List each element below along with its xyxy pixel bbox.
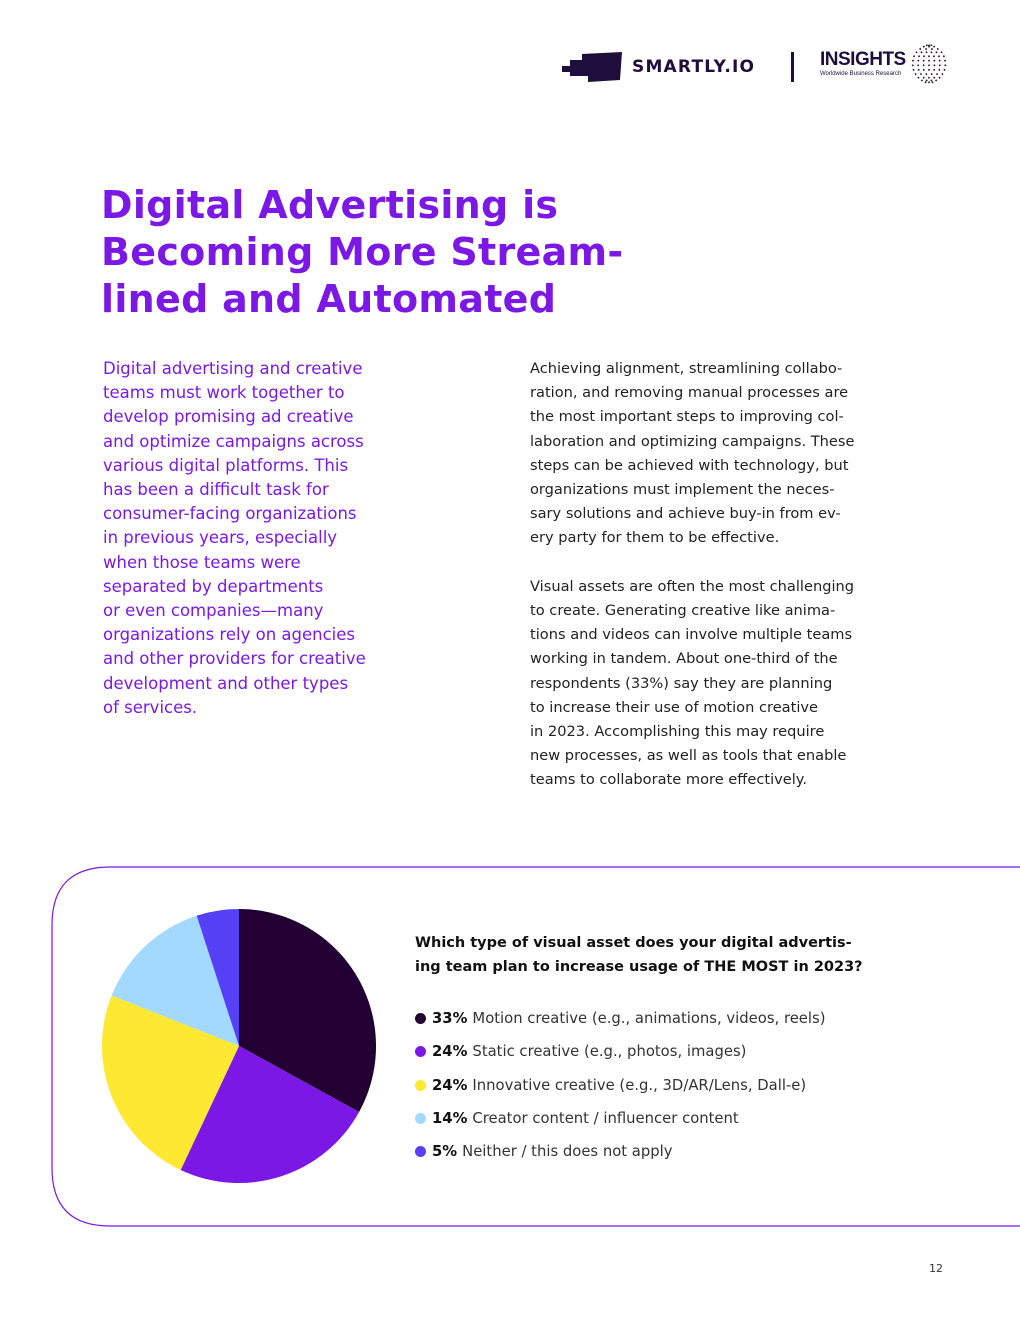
body-line: laboration and optimizing campaigns. The… <box>530 432 855 450</box>
lead-line: various digital platforms. This <box>103 455 349 475</box>
legend-label: Static creative (e.g., photos, images) <box>472 1043 747 1061</box>
legend-percent: 33% <box>432 1010 468 1028</box>
body-line: new processes, as well as tools that ena… <box>530 747 847 765</box>
chart-question-line: Which type of visual asset does your dig… <box>415 935 852 951</box>
insights-wordmark: INSIGHTS <box>820 49 906 70</box>
lead-paragraph: Digital advertising and creative teams m… <box>103 357 498 720</box>
legend-item-static: 24% Static creative (e.g., photos, image… <box>415 1035 975 1068</box>
pie-slice-motion <box>239 909 376 1113</box>
lead-line: Digital advertising and creative <box>103 359 363 378</box>
chart-question: Which type of visual asset does your dig… <box>415 931 935 979</box>
lead-line: separated by departments <box>103 576 324 596</box>
legend-swatch <box>415 1146 426 1158</box>
header-divider <box>791 52 794 82</box>
legend-label: Motion creative (e.g., animations, video… <box>472 1010 826 1028</box>
body-line: Visual assets are often the most challen… <box>530 577 855 595</box>
legend-label: Innovative creative (e.g., 3D/AR/Lens, D… <box>472 1076 807 1094</box>
pie-chart <box>101 909 376 1183</box>
body-line: steps can be achieved with technology, b… <box>530 456 849 474</box>
lead-line: organizations rely on agencies <box>103 625 355 645</box>
lead-line: of services. <box>103 697 198 717</box>
body-line: ration, and removing manual processes ar… <box>530 384 849 402</box>
chart-question-line: ing team plan to increase usage of THE M… <box>415 959 863 975</box>
pie-slice-static <box>180 1046 360 1183</box>
legend-swatch <box>415 1079 426 1091</box>
legend-item-neither: 5% Neither / this does not apply <box>415 1135 975 1168</box>
body-line: the most important steps to improving co… <box>530 408 844 426</box>
body-line: working in tandem. About one-third of th… <box>530 650 838 668</box>
lead-line: teams must work together to <box>103 383 345 403</box>
legend-percent: 24% <box>432 1076 468 1094</box>
lead-line: when those teams were <box>103 552 301 572</box>
body-line: in 2023. Accomplishing this may require <box>530 723 825 741</box>
legend-swatch <box>415 1113 426 1125</box>
pie-slice-innovative <box>101 995 239 1170</box>
smartly-brand-name: SMARTLY.IO <box>632 57 756 77</box>
lead-line: consumer-facing organizations <box>103 504 357 524</box>
body-line: to create. Generating creative like anim… <box>530 602 836 620</box>
title-line: Becoming More Stream- <box>101 230 624 274</box>
lead-line: in previous years, especially <box>103 528 338 548</box>
legend-label: Creator content / influencer content <box>472 1110 739 1128</box>
lead-line: and other providers for creative <box>103 649 366 669</box>
legend-item-motion: 33% Motion creative (e.g., animations, v… <box>415 1002 975 1035</box>
body-line: respondents (33%) say they are planning <box>530 674 833 692</box>
lead-line: development and other types <box>103 673 349 693</box>
body-line: organizations must implement the neces- <box>530 481 835 499</box>
body-line: ery party for them to be effective. <box>530 529 780 547</box>
chart-panel-frame <box>51 866 1020 1227</box>
body-text: Achieving alignment, streamlining collab… <box>530 357 930 793</box>
body-line: sary solutions and achieve buy-in from e… <box>530 505 841 523</box>
title-line: Digital Advertising is <box>101 183 559 227</box>
legend-swatch <box>415 1013 426 1025</box>
smartly-logo-mark <box>562 52 622 82</box>
legend-swatch <box>415 1046 426 1058</box>
body-line: teams to collaborate more effectively. <box>530 771 807 789</box>
title-line: lined and Automated <box>101 277 557 321</box>
lead-line: has been a difficult task for <box>103 480 329 500</box>
chart-legend: 33% Motion creative (e.g., animations, v… <box>415 1002 975 1168</box>
pie-slice-neither <box>196 909 239 1046</box>
insights-tagline: Worldwide Business Research <box>820 71 902 77</box>
body-line: to increase their use of motion creative <box>530 698 819 716</box>
legend-label: Neither / this does not apply <box>462 1143 673 1161</box>
legend-item-creator: 14% Creator content / influencer content <box>415 1102 975 1135</box>
legend-item-innovative: 24% Innovative creative (e.g., 3D/AR/Len… <box>415 1069 975 1102</box>
insights-logo: INSIGHTS Worldwide Business Research <box>820 50 906 78</box>
lead-line: and optimize campaigns across <box>103 431 364 451</box>
page-title: Digital Advertising is Becoming More Str… <box>101 182 821 323</box>
body-line: Achieving alignment, streamlining collab… <box>530 360 843 377</box>
lead-line: develop promising ad creative <box>103 407 354 427</box>
body-line: tions and videos can involve multiple te… <box>530 626 853 644</box>
legend-percent: 14% <box>432 1110 468 1128</box>
pie-slice-creator <box>111 915 239 1046</box>
lead-line: or even companies—many <box>103 601 324 621</box>
globe-icon <box>911 44 947 84</box>
legend-percent: 24% <box>432 1043 468 1061</box>
legend-percent: 5% <box>432 1143 458 1161</box>
page-number: 12 <box>929 1262 943 1275</box>
